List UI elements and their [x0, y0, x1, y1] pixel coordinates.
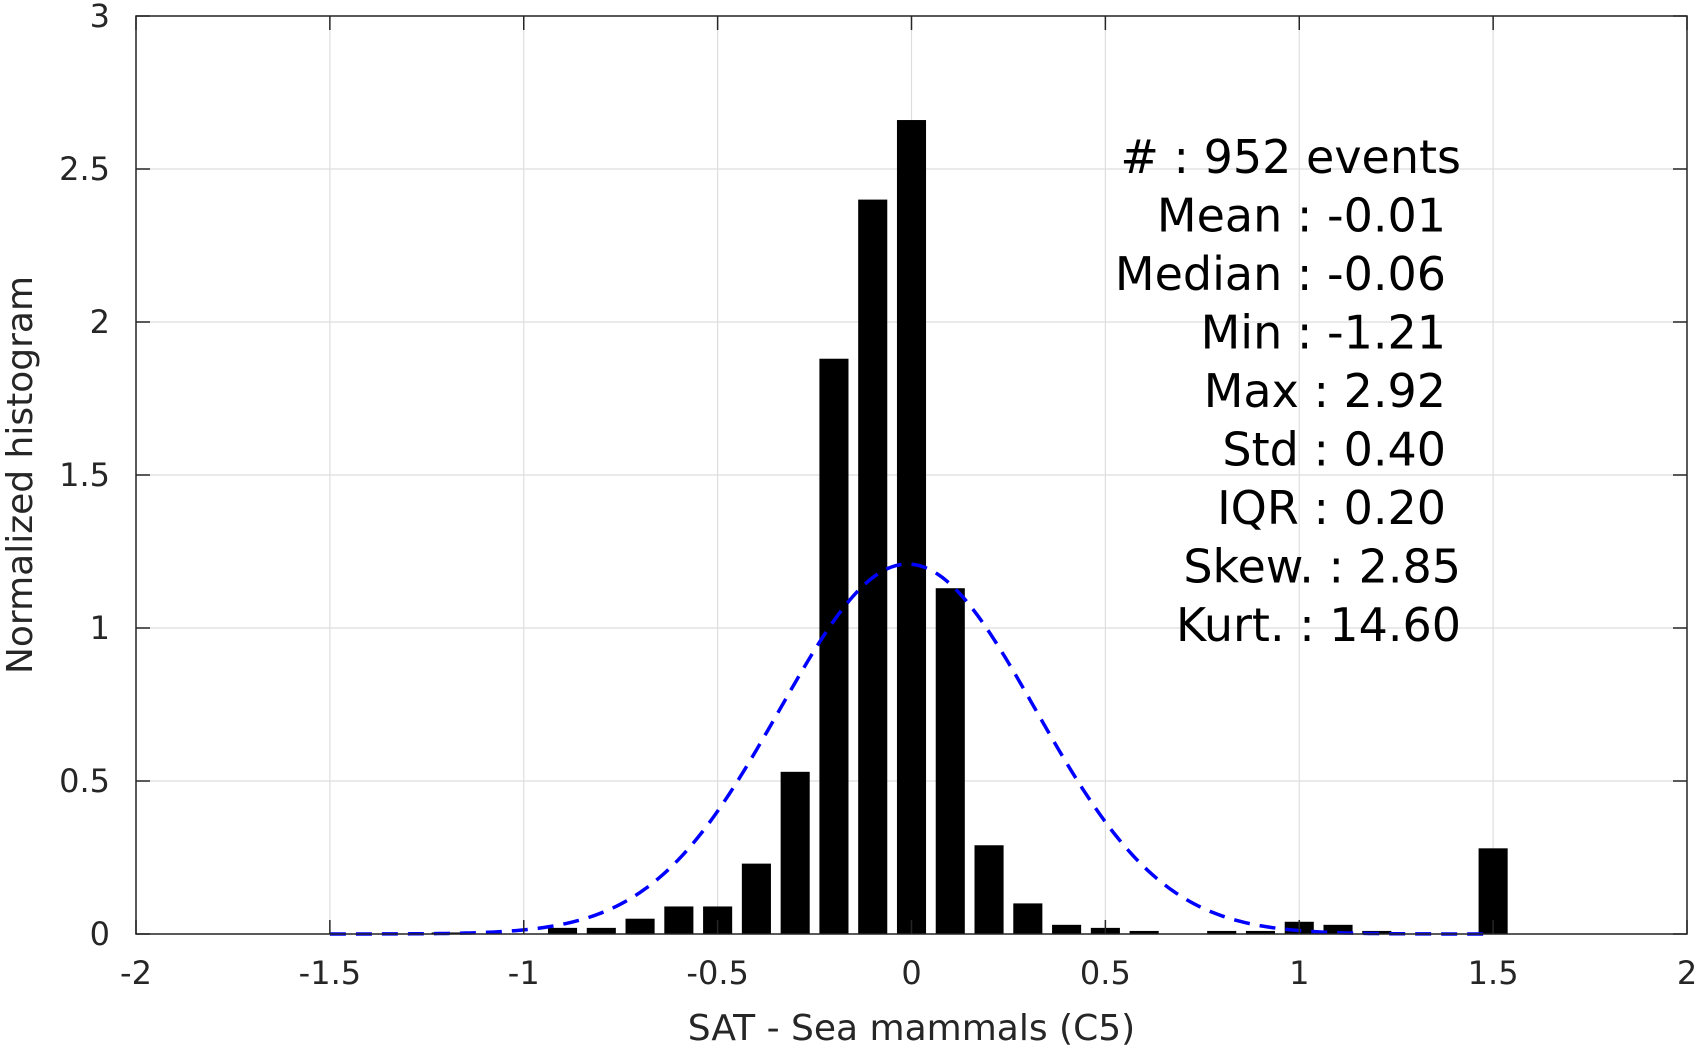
histogram-bar	[1478, 848, 1508, 934]
x-tick-label: -1	[508, 954, 540, 992]
y-tick-label: 0	[90, 915, 110, 953]
stat-line: IQR : 0.20	[1217, 481, 1446, 535]
histogram-bar	[625, 918, 655, 934]
stat-line: Skew. : 2.85	[1183, 540, 1461, 594]
histogram-bar	[741, 863, 771, 934]
histogram-bar	[935, 588, 965, 934]
bars	[431, 120, 1508, 935]
stat-line: Kurt. : 14.60	[1176, 598, 1461, 652]
stat-line: # : 952 events	[1120, 130, 1461, 184]
histogram-bar	[974, 845, 1004, 934]
stat-line: Min : -1.21	[1201, 306, 1446, 360]
x-tick-label: 1	[1289, 954, 1309, 992]
histogram-bar	[896, 120, 927, 935]
x-tick-label: 2	[1677, 954, 1697, 992]
x-tick-labels: -2 -1.5 -1 -0.5 0 0.5 1 1.5 2	[120, 954, 1697, 992]
y-axis-label: Normalized histogram	[0, 276, 41, 674]
histogram-bar	[1052, 924, 1082, 934]
y-tick-label: 0.5	[59, 762, 110, 800]
stat-line: Mean : -0.01	[1157, 189, 1446, 243]
histogram-bar	[1129, 930, 1159, 934]
y-tick-label: 3	[90, 0, 110, 35]
histogram-bar	[780, 771, 810, 934]
histogram-bar	[1245, 930, 1276, 934]
x-axis-label: SAT - Sea mammals (C5)	[688, 1008, 1135, 1049]
x-tick-label: 0.5	[1080, 954, 1131, 992]
stat-line: Std : 0.40	[1222, 423, 1446, 477]
x-tick-label: -1.5	[299, 954, 361, 992]
histogram-bar	[858, 199, 888, 935]
histogram-bar	[586, 927, 616, 934]
histogram-bar	[1207, 930, 1237, 934]
histogram-bar	[1323, 924, 1353, 934]
histogram-bar	[664, 906, 694, 934]
y-tick-labels: 0 0.5 1 1.5 2 2.5 3	[59, 0, 110, 953]
x-tick-label: -0.5	[686, 954, 748, 992]
y-tick-label: 2	[90, 303, 110, 341]
x-tick-label: 1.5	[1468, 954, 1519, 992]
stat-line: Median : -0.06	[1115, 247, 1446, 301]
ticks	[135, 15, 1688, 935]
x-tick-label: -2	[120, 954, 152, 992]
histogram-bar	[819, 358, 849, 935]
x-tick-label: 0	[901, 954, 921, 992]
histogram-bar	[547, 927, 578, 934]
stat-line: Max : 2.92	[1204, 364, 1446, 418]
histogram-bar	[1013, 903, 1043, 934]
y-tick-label: 1	[90, 609, 110, 647]
y-tick-label: 1.5	[59, 456, 110, 494]
y-tick-label: 2.5	[59, 150, 110, 188]
